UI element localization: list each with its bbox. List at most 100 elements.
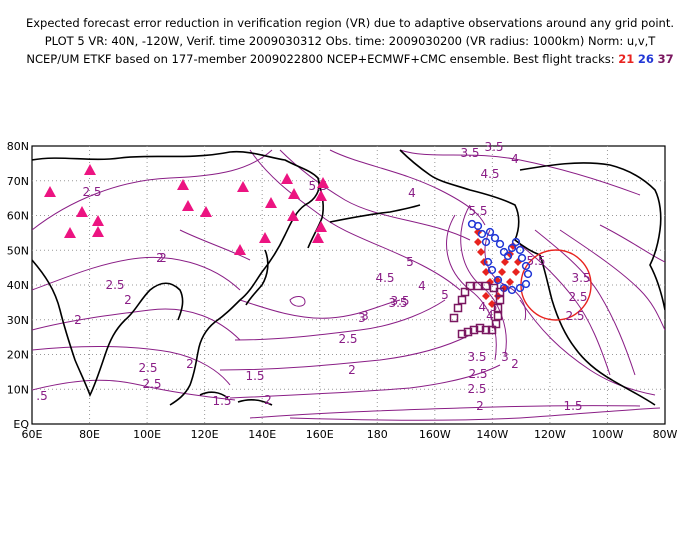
- raob-site-triangle: [288, 188, 300, 199]
- contour-line: [32, 308, 241, 341]
- raob-site-triangle: [259, 232, 271, 243]
- raob-sites: [44, 164, 329, 255]
- track-37-point: [493, 311, 503, 321]
- track-21-point: [482, 292, 490, 300]
- contour-line: [32, 149, 273, 231]
- track-26-point: [515, 245, 525, 255]
- latitude-tick-label: EQ: [13, 418, 29, 431]
- raob-site-triangle: [76, 206, 88, 217]
- coastline-indonesia: [199, 391, 273, 406]
- track-26-point: [490, 233, 500, 243]
- track-37-point: [495, 295, 505, 305]
- raob-site-triangle: [44, 186, 56, 197]
- contour-line: [279, 149, 471, 241]
- longitude-tick-label: 140E: [248, 428, 276, 441]
- track-26-point: [473, 221, 483, 231]
- contour-value-label: 3: [358, 311, 366, 325]
- raob-site-triangle: [237, 181, 249, 192]
- contour-value-label: 1.5: [212, 394, 231, 408]
- track-37-point: [493, 303, 503, 313]
- contour-value-label: 3.5: [467, 350, 486, 364]
- contour-line: [229, 364, 501, 399]
- raob-site-triangle: [315, 221, 327, 232]
- contour-value-label: 2.5: [105, 278, 124, 292]
- contour-line: [249, 405, 641, 419]
- raob-site-triangle: [287, 210, 299, 221]
- contour-line: [460, 204, 507, 356]
- latitude-tick-label: 40N: [7, 279, 29, 292]
- track-37-point: [487, 325, 497, 335]
- contour-value-label: 2.5: [568, 290, 587, 304]
- track-26-point: [495, 239, 505, 249]
- contour-value-label: 2.5: [468, 367, 487, 381]
- raob-site-triangle: [200, 206, 212, 217]
- contour-value-label: 3.5: [460, 146, 479, 160]
- contour-value-label: 3: [361, 309, 369, 323]
- contour-value-label: 5: [441, 288, 449, 302]
- longitude-tick-label: 100W: [592, 428, 624, 441]
- contour-value-label: 3.5: [571, 271, 590, 285]
- raob-site-triangle: [64, 227, 76, 238]
- track-21-point: [474, 228, 482, 236]
- latitude-tick-label: 70N: [7, 175, 29, 188]
- graticule: [32, 146, 665, 424]
- raob-site-triangle: [182, 200, 194, 211]
- contour-line: [219, 334, 471, 371]
- contour-line: [234, 299, 446, 341]
- track-21-point: [506, 278, 514, 286]
- track-37-point: [453, 303, 463, 313]
- track-26-point: [481, 237, 491, 247]
- contour-line: [239, 299, 401, 319]
- contour-line: [179, 229, 251, 261]
- contour-line: [534, 229, 636, 376]
- contour-value-label: 4.5: [375, 271, 394, 285]
- track-26-point: [523, 269, 533, 279]
- longitude-tick-label: 160E: [306, 428, 334, 441]
- track-37-point: [457, 295, 467, 305]
- contour-value-label: 4.5: [480, 167, 499, 181]
- header-line-3: NCEP/UM ETKF based on 177-member 2009022…: [0, 50, 700, 68]
- header-line-1: Expected forecast error reduction in ver…: [25, 16, 675, 30]
- track-21-point: [498, 268, 506, 276]
- longitude-tick-label: 60E: [22, 428, 43, 441]
- contour-value-label: 4: [408, 186, 416, 200]
- track-37-point: [463, 327, 473, 337]
- track-37-point: [460, 287, 470, 297]
- latitude-tick-label: 30N: [7, 314, 29, 327]
- track-37-point: [481, 325, 491, 335]
- coastline-alaska: [399, 149, 541, 256]
- contour-line: [32, 379, 236, 401]
- track-37-point: [457, 329, 467, 339]
- contour-value-label: 2: [159, 251, 167, 265]
- raob-site-triangle: [281, 173, 293, 184]
- longitude-tick-label: 180: [367, 428, 388, 441]
- contour-value-label: 1.5: [563, 399, 582, 413]
- track-37-label: 37: [657, 52, 674, 66]
- track-26-point: [511, 237, 521, 247]
- longitude-tick-label: 140W: [476, 428, 508, 441]
- track-26-point: [507, 243, 517, 253]
- track-21-point: [474, 238, 482, 246]
- coastline-asia: [32, 150, 320, 406]
- track-26-point: [477, 229, 487, 239]
- contour-value-label: 2: [476, 399, 484, 413]
- track-21-point: [512, 268, 520, 276]
- contour-value-label: 1.5: [245, 369, 264, 383]
- track-37-point: [465, 281, 475, 291]
- contour-value-label: 2.5: [138, 361, 157, 375]
- longitude-tick-label: 160W: [419, 428, 451, 441]
- contour-value-label: 5.5: [526, 254, 545, 268]
- contour-value-label: 2.5: [565, 309, 584, 323]
- track-26-point: [503, 251, 513, 261]
- flight-track-37: [449, 281, 505, 339]
- track-26-point: [485, 227, 495, 237]
- contour-line: [329, 149, 486, 226]
- contour-value-label: 3.5: [484, 140, 503, 154]
- coastline-japan: [245, 249, 269, 306]
- contour-value-label: 3.5: [388, 296, 407, 310]
- track-26-point: [483, 257, 493, 267]
- longitude-tick-label: 120E: [191, 428, 219, 441]
- latitude-tick-label: 10N: [7, 383, 29, 396]
- contour-value-label: 5: [406, 255, 414, 269]
- track-37-point: [475, 323, 485, 333]
